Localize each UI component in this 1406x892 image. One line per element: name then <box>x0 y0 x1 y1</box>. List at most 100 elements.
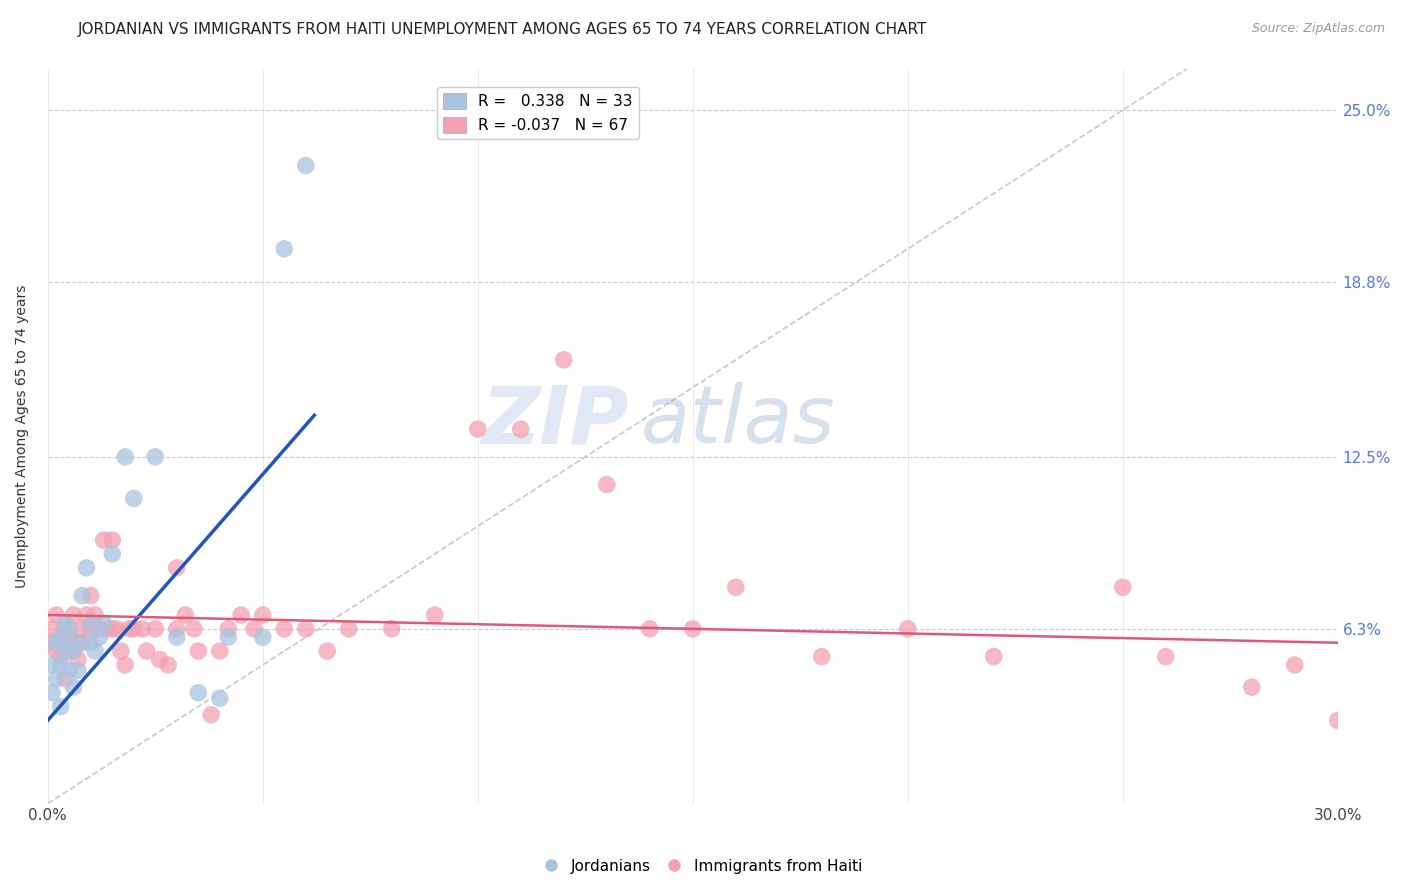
Point <box>49 699 72 714</box>
Point <box>467 422 489 436</box>
Point <box>80 622 103 636</box>
Point <box>423 607 446 622</box>
Point <box>148 652 170 666</box>
Point <box>337 622 360 636</box>
Point <box>231 607 253 622</box>
Legend: Jordanians, Immigrants from Haiti: Jordanians, Immigrants from Haiti <box>537 853 869 880</box>
Point <box>381 622 404 636</box>
Point <box>45 644 67 658</box>
Point <box>596 477 619 491</box>
Point <box>183 622 205 636</box>
Point <box>1112 580 1135 594</box>
Point <box>41 636 63 650</box>
Point <box>58 644 80 658</box>
Text: Source: ZipAtlas.com: Source: ZipAtlas.com <box>1251 22 1385 36</box>
Point <box>45 672 67 686</box>
Point <box>45 636 67 650</box>
Point <box>897 622 920 636</box>
Point <box>53 622 76 636</box>
Point <box>294 159 316 173</box>
Point <box>1240 680 1263 694</box>
Point <box>143 622 166 636</box>
Point <box>243 622 266 636</box>
Point <box>135 644 157 658</box>
Point <box>509 422 531 436</box>
Point <box>1154 649 1177 664</box>
Point <box>983 649 1005 664</box>
Point <box>45 607 67 622</box>
Point <box>70 636 93 650</box>
Point <box>62 607 84 622</box>
Point <box>252 607 274 622</box>
Point <box>101 547 124 561</box>
Point <box>97 622 120 636</box>
Point <box>166 561 188 575</box>
Point <box>553 352 575 367</box>
Point <box>53 616 76 631</box>
Point <box>93 616 115 631</box>
Y-axis label: Unemployment Among Ages 65 to 74 years: Unemployment Among Ages 65 to 74 years <box>15 285 30 588</box>
Point <box>62 644 84 658</box>
Point <box>62 680 84 694</box>
Point <box>41 622 63 636</box>
Point <box>131 622 153 636</box>
Point <box>157 657 180 672</box>
Point <box>66 664 89 678</box>
Point <box>49 649 72 664</box>
Point <box>75 607 97 622</box>
Point <box>58 630 80 644</box>
Point <box>49 657 72 672</box>
Point <box>75 561 97 575</box>
Point <box>70 589 93 603</box>
Text: ZIP: ZIP <box>481 383 628 460</box>
Point <box>1326 714 1348 728</box>
Point <box>252 630 274 644</box>
Point <box>53 672 76 686</box>
Point <box>724 580 747 594</box>
Point <box>105 622 128 636</box>
Point <box>682 622 704 636</box>
Point <box>66 636 89 650</box>
Point <box>89 622 111 636</box>
Point <box>101 533 124 547</box>
Point <box>58 622 80 636</box>
Point <box>118 622 141 636</box>
Point <box>89 630 111 644</box>
Legend: R =   0.338   N = 33, R = -0.037   N = 67: R = 0.338 N = 33, R = -0.037 N = 67 <box>437 87 638 139</box>
Point <box>217 630 239 644</box>
Point <box>80 589 103 603</box>
Point <box>208 691 231 706</box>
Point <box>66 636 89 650</box>
Point <box>84 607 107 622</box>
Text: JORDANIAN VS IMMIGRANTS FROM HAITI UNEMPLOYMENT AMONG AGES 65 TO 74 YEARS CORREL: JORDANIAN VS IMMIGRANTS FROM HAITI UNEMP… <box>77 22 927 37</box>
Point <box>187 644 209 658</box>
Point <box>273 622 295 636</box>
Point <box>80 616 103 631</box>
Point <box>114 450 136 464</box>
Point <box>810 649 832 664</box>
Point <box>166 630 188 644</box>
Point <box>49 630 72 644</box>
Point <box>93 533 115 547</box>
Point <box>273 242 295 256</box>
Point <box>316 644 339 658</box>
Point <box>58 664 80 678</box>
Point <box>80 636 103 650</box>
Point <box>143 450 166 464</box>
Point <box>41 686 63 700</box>
Point <box>66 652 89 666</box>
Point <box>70 622 93 636</box>
Point <box>41 657 63 672</box>
Point <box>122 622 145 636</box>
Text: atlas: atlas <box>641 383 837 460</box>
Point <box>1284 657 1306 672</box>
Point <box>53 644 76 658</box>
Point <box>62 636 84 650</box>
Point <box>114 657 136 672</box>
Point <box>200 707 222 722</box>
Point <box>49 630 72 644</box>
Point <box>294 622 316 636</box>
Point <box>208 644 231 658</box>
Point <box>110 644 132 658</box>
Point <box>217 622 239 636</box>
